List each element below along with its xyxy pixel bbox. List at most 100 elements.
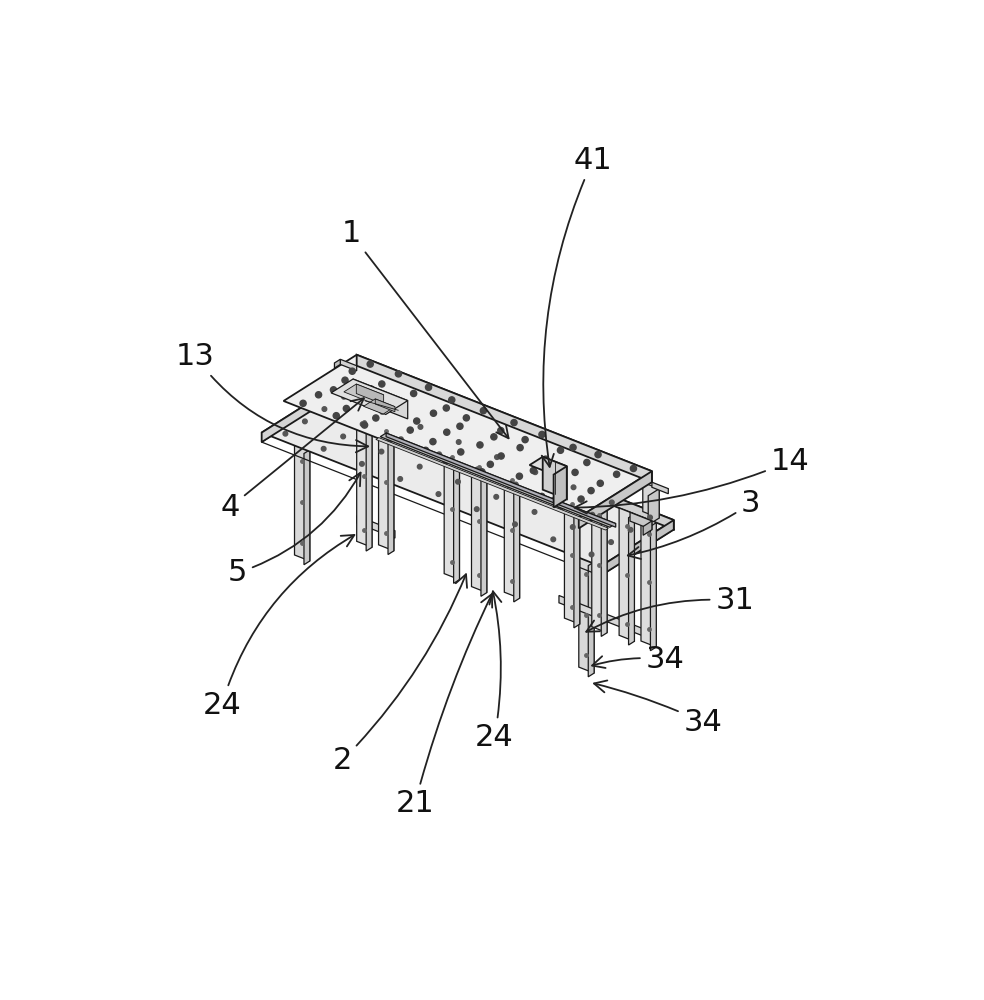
Circle shape	[417, 464, 422, 469]
Polygon shape	[380, 433, 616, 527]
Circle shape	[517, 445, 523, 451]
Circle shape	[379, 449, 384, 454]
Polygon shape	[505, 463, 520, 598]
Circle shape	[614, 471, 620, 477]
Text: 5: 5	[228, 473, 360, 587]
Circle shape	[557, 447, 564, 453]
Polygon shape	[262, 386, 674, 566]
Circle shape	[491, 434, 497, 440]
Circle shape	[480, 408, 486, 414]
Circle shape	[590, 512, 594, 517]
Circle shape	[430, 439, 436, 445]
Circle shape	[494, 495, 499, 499]
Circle shape	[609, 540, 613, 544]
Circle shape	[570, 444, 577, 451]
Circle shape	[498, 427, 504, 434]
Polygon shape	[294, 444, 310, 561]
Circle shape	[572, 485, 576, 490]
Circle shape	[513, 522, 518, 527]
Circle shape	[444, 429, 450, 435]
Circle shape	[584, 459, 590, 466]
Polygon shape	[588, 562, 594, 677]
Circle shape	[436, 492, 441, 496]
Polygon shape	[481, 456, 487, 596]
Circle shape	[425, 384, 432, 390]
Polygon shape	[331, 379, 407, 414]
Circle shape	[530, 467, 536, 474]
Circle shape	[514, 482, 518, 487]
Circle shape	[628, 527, 633, 532]
Circle shape	[588, 488, 594, 494]
Circle shape	[571, 525, 575, 529]
Circle shape	[449, 397, 455, 403]
Circle shape	[595, 452, 601, 458]
Polygon shape	[565, 486, 580, 624]
Polygon shape	[579, 556, 594, 673]
Circle shape	[631, 465, 637, 472]
Circle shape	[463, 415, 469, 421]
Circle shape	[316, 392, 322, 398]
Circle shape	[542, 456, 549, 462]
Polygon shape	[366, 411, 372, 551]
Text: 24: 24	[203, 535, 354, 720]
Polygon shape	[554, 466, 567, 507]
Polygon shape	[340, 359, 356, 371]
Text: 24: 24	[475, 591, 514, 752]
Circle shape	[398, 477, 402, 481]
Circle shape	[552, 497, 556, 502]
Text: 13: 13	[176, 342, 368, 452]
Circle shape	[430, 410, 437, 416]
Polygon shape	[388, 419, 394, 555]
Polygon shape	[648, 489, 659, 525]
Text: 3: 3	[628, 489, 761, 559]
Text: 41: 41	[542, 146, 612, 467]
Circle shape	[443, 405, 450, 411]
Circle shape	[538, 493, 545, 499]
Polygon shape	[444, 439, 460, 580]
Polygon shape	[641, 517, 656, 647]
Circle shape	[349, 368, 355, 374]
Circle shape	[475, 467, 480, 472]
Circle shape	[368, 386, 374, 392]
Circle shape	[443, 457, 449, 464]
Polygon shape	[579, 528, 595, 540]
Polygon shape	[629, 514, 635, 645]
Circle shape	[578, 496, 584, 502]
Circle shape	[507, 481, 513, 488]
Circle shape	[533, 470, 537, 475]
Circle shape	[474, 507, 479, 511]
Polygon shape	[643, 482, 659, 518]
Text: 1: 1	[341, 219, 509, 438]
Circle shape	[457, 423, 463, 429]
Circle shape	[517, 473, 523, 479]
Circle shape	[539, 431, 545, 438]
Circle shape	[342, 377, 348, 383]
Polygon shape	[514, 469, 520, 602]
Polygon shape	[559, 595, 652, 639]
Circle shape	[379, 381, 385, 387]
Polygon shape	[353, 379, 407, 419]
Polygon shape	[335, 359, 340, 368]
Polygon shape	[650, 523, 656, 651]
Circle shape	[331, 387, 337, 393]
Polygon shape	[363, 399, 395, 414]
Circle shape	[647, 515, 652, 520]
Circle shape	[410, 390, 417, 397]
Polygon shape	[356, 384, 384, 404]
Circle shape	[413, 418, 420, 424]
Circle shape	[418, 425, 423, 429]
Circle shape	[597, 480, 603, 486]
Polygon shape	[601, 503, 607, 636]
Polygon shape	[644, 521, 652, 535]
Circle shape	[367, 361, 373, 367]
Polygon shape	[376, 438, 608, 530]
Circle shape	[380, 410, 385, 414]
Circle shape	[523, 437, 528, 443]
Polygon shape	[356, 405, 372, 547]
Circle shape	[532, 510, 537, 514]
Text: 4: 4	[220, 398, 364, 522]
Circle shape	[360, 422, 365, 426]
Circle shape	[487, 461, 493, 467]
Polygon shape	[356, 355, 652, 482]
Circle shape	[300, 400, 306, 406]
